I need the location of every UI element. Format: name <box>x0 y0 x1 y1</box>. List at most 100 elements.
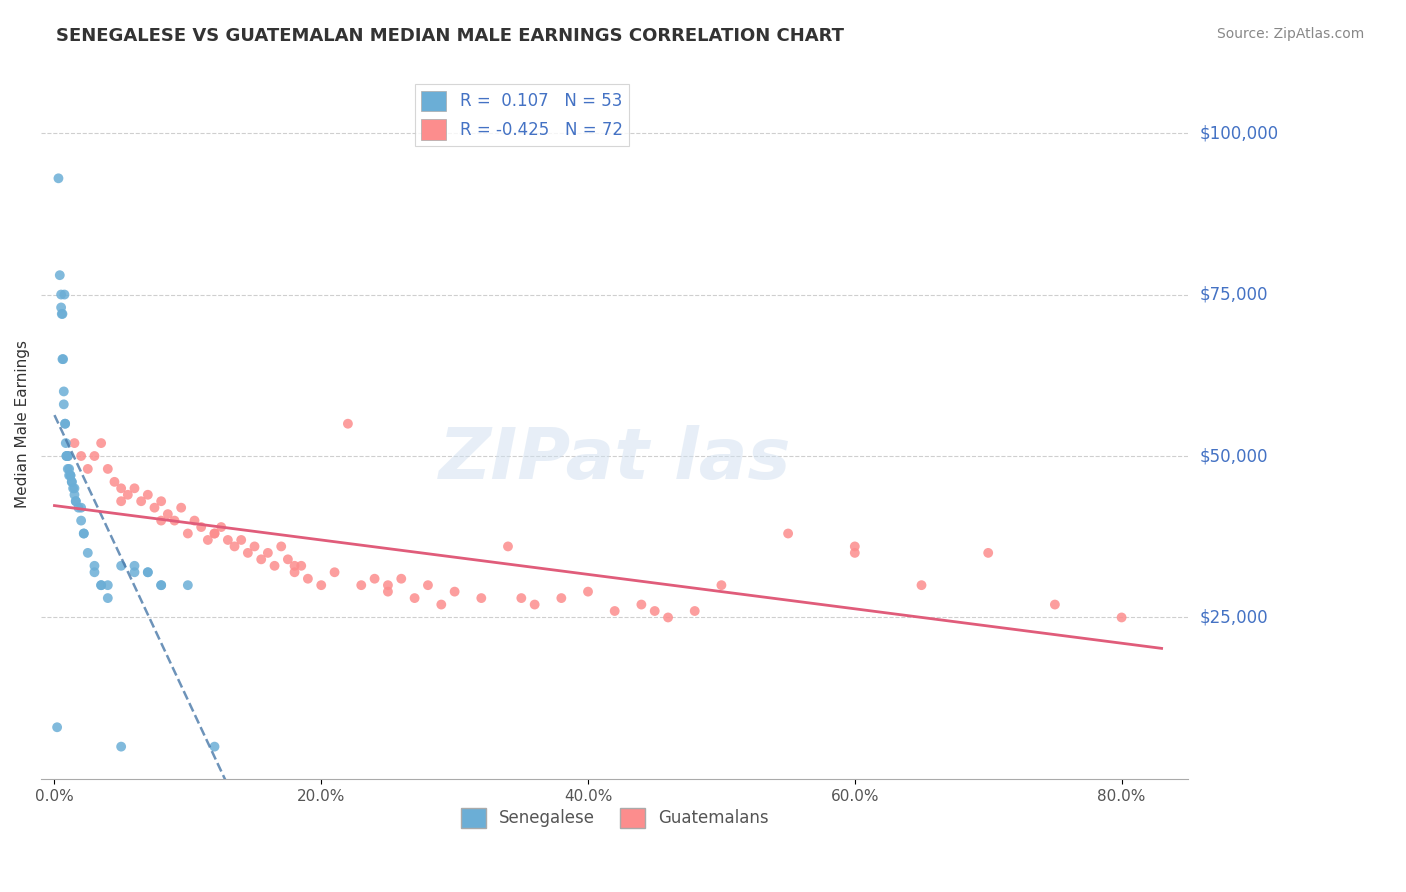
Point <box>110 481 132 495</box>
Point <box>110 558 132 573</box>
Point <box>49 268 72 282</box>
Point <box>53 417 76 431</box>
Text: $100,000: $100,000 <box>1199 124 1278 142</box>
Point <box>70 449 93 463</box>
Legend: Senegalese, Guatemalans: Senegalese, Guatemalans <box>454 801 776 835</box>
Point <box>243 540 266 554</box>
Point <box>110 494 132 508</box>
Text: ZIPat las: ZIPat las <box>439 425 792 494</box>
Point <box>143 500 166 515</box>
Point <box>83 566 105 580</box>
Point <box>377 578 399 592</box>
Point <box>170 500 193 515</box>
Point <box>60 475 83 489</box>
Point <box>523 598 546 612</box>
Point <box>58 468 80 483</box>
Point <box>62 481 84 495</box>
Y-axis label: Median Male Earnings: Median Male Earnings <box>15 340 30 508</box>
Point <box>59 468 82 483</box>
Point <box>124 558 146 573</box>
Point <box>657 610 679 624</box>
Point <box>710 578 733 592</box>
Point <box>231 533 253 547</box>
Point <box>323 566 346 580</box>
Point <box>65 494 87 508</box>
Point <box>190 520 212 534</box>
Point <box>644 604 666 618</box>
Point <box>150 578 173 592</box>
Point <box>63 481 86 495</box>
Point <box>76 462 98 476</box>
Point <box>51 352 73 367</box>
Point <box>277 552 299 566</box>
Point <box>470 591 492 606</box>
Point <box>183 514 205 528</box>
Point <box>56 449 79 463</box>
Point <box>283 558 305 573</box>
Point <box>844 546 866 560</box>
Point <box>443 584 465 599</box>
Point <box>129 494 152 508</box>
Text: $75,000: $75,000 <box>1199 285 1268 303</box>
Point <box>136 488 159 502</box>
Point <box>90 436 112 450</box>
Text: $50,000: $50,000 <box>1199 447 1268 465</box>
Point <box>83 558 105 573</box>
Point <box>416 578 439 592</box>
Point <box>76 546 98 560</box>
Point <box>49 301 72 315</box>
Point <box>117 488 139 502</box>
Point <box>363 572 385 586</box>
Point <box>150 494 173 508</box>
Point <box>103 475 125 489</box>
Point <box>377 584 399 599</box>
Point <box>90 578 112 592</box>
Point <box>177 526 200 541</box>
Point <box>52 352 75 367</box>
Point <box>70 514 93 528</box>
Text: SENEGALESE VS GUATEMALAN MEDIAN MALE EARNINGS CORRELATION CHART: SENEGALESE VS GUATEMALAN MEDIAN MALE EAR… <box>56 27 844 45</box>
Point <box>48 171 70 186</box>
Point <box>309 578 332 592</box>
Point <box>70 500 93 515</box>
Point <box>65 494 87 508</box>
Point <box>430 598 453 612</box>
Point <box>550 591 572 606</box>
Point <box>257 546 280 560</box>
Point <box>49 287 72 301</box>
Point <box>217 533 239 547</box>
Point <box>136 566 159 580</box>
Point <box>56 449 79 463</box>
Point <box>844 540 866 554</box>
Point <box>124 566 146 580</box>
Point <box>58 462 80 476</box>
Point <box>204 739 226 754</box>
Point <box>110 739 132 754</box>
Point <box>177 578 200 592</box>
Point <box>55 436 77 450</box>
Point <box>204 526 226 541</box>
Point <box>63 436 86 450</box>
Point <box>197 533 219 547</box>
Point <box>389 572 412 586</box>
Point <box>297 572 319 586</box>
Point <box>1043 598 1066 612</box>
Point <box>55 449 77 463</box>
Point <box>56 462 79 476</box>
Point <box>209 520 232 534</box>
Point <box>156 507 179 521</box>
Point <box>52 397 75 411</box>
Point <box>778 526 800 541</box>
Point <box>97 591 120 606</box>
Point <box>136 566 159 580</box>
Point <box>60 475 83 489</box>
Point <box>1111 610 1133 624</box>
Point <box>53 287 76 301</box>
Point <box>510 591 533 606</box>
Point <box>73 526 96 541</box>
Text: Source: ZipAtlas.com: Source: ZipAtlas.com <box>1216 27 1364 41</box>
Point <box>51 307 73 321</box>
Point <box>52 384 75 399</box>
Point <box>150 578 173 592</box>
Point <box>236 546 259 560</box>
